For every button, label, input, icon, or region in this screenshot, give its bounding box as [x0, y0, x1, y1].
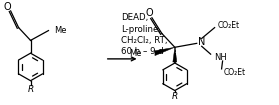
Text: NH: NH — [214, 53, 226, 62]
Text: CO₂Et: CO₂Et — [218, 21, 240, 30]
Text: 60 h – 9 d: 60 h – 9 d — [121, 47, 164, 56]
Text: Me: Me — [129, 49, 142, 58]
Polygon shape — [155, 47, 175, 56]
Text: DEAD,: DEAD, — [121, 13, 149, 22]
Text: R: R — [172, 92, 178, 101]
Polygon shape — [173, 47, 177, 62]
Text: CO₂Et: CO₂Et — [223, 68, 246, 77]
Text: R: R — [27, 85, 34, 94]
Text: N: N — [198, 37, 205, 47]
Text: L-proline,: L-proline, — [121, 25, 162, 34]
Text: O: O — [4, 2, 11, 12]
Text: O: O — [145, 8, 153, 18]
Text: CH₂Cl₂, RT,: CH₂Cl₂, RT, — [121, 36, 168, 45]
Text: Me: Me — [54, 26, 67, 35]
